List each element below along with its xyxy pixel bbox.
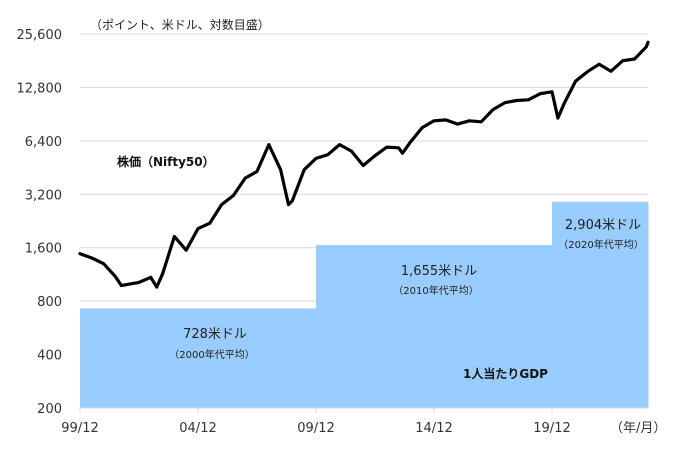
y-tick-label: 25,600	[17, 28, 63, 43]
gdp-2010s-value: 1,655米ドル	[401, 264, 477, 279]
nifty50-line	[78, 40, 650, 289]
gdp-2000s-value: 728米ドル	[183, 327, 247, 342]
unit-note: （ポイント、米ドル、対数目盛）	[90, 17, 270, 32]
y-tick-label: 6,400	[25, 135, 62, 150]
stock-series-label: 株価（Nifty50）	[117, 154, 215, 169]
gdp-step-area	[80, 201, 649, 408]
y-tick-label: 800	[37, 295, 62, 310]
y-tick-label: 200	[37, 402, 62, 417]
gdp-2020s-sublabel: （2020年代平均）	[558, 238, 643, 251]
gdp-2020s-value: 2,904米ドル	[565, 218, 641, 233]
x-axis-unit: （年/月）	[610, 421, 666, 436]
gdp-series-label: 1人当たりGDP	[463, 366, 548, 381]
x-tick-label: 19/12	[533, 421, 570, 436]
y-tick-label: 3,200	[25, 188, 62, 203]
gdp-2000s-sublabel: （2000年代平均）	[169, 348, 254, 361]
x-tick-label: 09/12	[297, 421, 334, 436]
gdp-2010s-sublabel: （2010年代平均）	[393, 284, 478, 297]
y-tick-label: 12,800	[17, 81, 63, 96]
gdp-segment	[316, 245, 553, 408]
gdp-segment	[552, 201, 649, 408]
y-axis-ticks: 25,600 12,800 6,400 3,200 1,600 800 400 200	[17, 28, 63, 417]
y-tick-label: 1,600	[25, 242, 62, 257]
x-axis-ticks: 99/12 04/12 09/12 14/12 19/12	[61, 408, 571, 436]
y-tick-label: 400	[37, 349, 62, 364]
x-tick-label: 14/12	[415, 421, 452, 436]
gdp-segment	[80, 308, 317, 408]
x-tick-label: 04/12	[179, 421, 216, 436]
x-tick-label: 99/12	[61, 421, 98, 436]
